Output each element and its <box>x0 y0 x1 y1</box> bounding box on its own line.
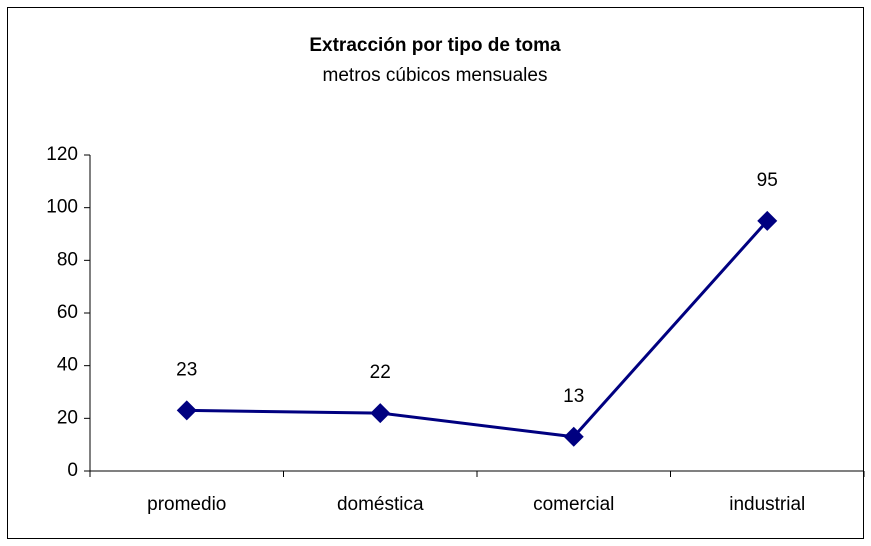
y-tick-label: 120 <box>46 144 78 165</box>
chart-border <box>7 7 864 539</box>
marker <box>563 426 584 447</box>
y-tick-label: 100 <box>46 197 78 218</box>
chart-subtitle: metros cúbicos mensuales <box>323 65 548 86</box>
x-tick-label: industrial <box>729 494 805 515</box>
marker <box>757 210 778 231</box>
y-tick-label: 40 <box>57 355 78 376</box>
marker <box>370 403 391 424</box>
line <box>186 219 769 439</box>
x-tick-label: comercial <box>533 494 614 515</box>
data-label: 23 <box>176 359 197 380</box>
x-tick-label: promedio <box>147 494 226 515</box>
data-label: 13 <box>563 386 584 407</box>
y-tick-label: 60 <box>57 302 78 323</box>
y-tick-label: 80 <box>57 249 78 270</box>
y-tick-label: 20 <box>57 407 78 428</box>
x-tick-label: doméstica <box>337 494 424 515</box>
y-tick-label: 0 <box>67 460 78 481</box>
data-label: 95 <box>757 170 778 191</box>
chart-title: Extracción por tipo de toma <box>309 35 561 56</box>
marker <box>176 400 197 421</box>
data-label: 22 <box>370 362 391 383</box>
